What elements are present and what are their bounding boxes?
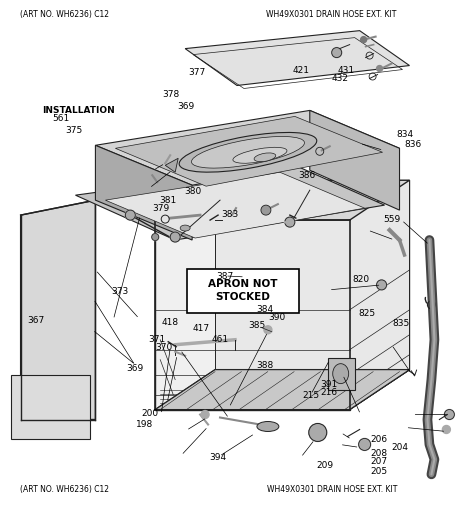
Text: 209: 209 (316, 462, 333, 471)
Circle shape (261, 205, 271, 215)
Circle shape (332, 47, 342, 58)
Polygon shape (95, 145, 192, 240)
Text: 208: 208 (370, 449, 387, 458)
Text: INSTALLATION: INSTALLATION (42, 106, 115, 115)
Circle shape (445, 410, 455, 420)
Ellipse shape (179, 132, 317, 172)
Text: 373: 373 (112, 287, 129, 296)
Polygon shape (11, 375, 91, 439)
Polygon shape (95, 111, 400, 185)
Ellipse shape (254, 153, 276, 162)
Circle shape (376, 280, 387, 290)
Polygon shape (155, 370, 410, 410)
Text: 371: 371 (148, 335, 165, 343)
Text: (ART NO. WH6236) C12: (ART NO. WH6236) C12 (20, 485, 109, 494)
Text: 384: 384 (256, 305, 273, 314)
Ellipse shape (191, 136, 304, 168)
Text: 825: 825 (358, 310, 375, 319)
Text: 370: 370 (155, 343, 173, 352)
Text: 432: 432 (331, 74, 348, 83)
Circle shape (201, 411, 209, 419)
Circle shape (125, 210, 135, 220)
Polygon shape (21, 200, 95, 420)
Text: 387: 387 (217, 272, 234, 281)
Text: 561: 561 (53, 114, 70, 123)
Text: 200: 200 (141, 409, 158, 418)
Text: 380: 380 (184, 187, 201, 196)
Ellipse shape (180, 225, 190, 231)
FancyBboxPatch shape (187, 269, 299, 313)
Text: 216: 216 (320, 388, 337, 397)
Circle shape (264, 326, 272, 334)
Text: 461: 461 (212, 335, 229, 343)
Text: 378: 378 (162, 90, 180, 99)
Polygon shape (185, 31, 410, 85)
Text: 369: 369 (177, 102, 195, 111)
Text: 381: 381 (159, 196, 176, 205)
Text: 215: 215 (302, 391, 320, 400)
Circle shape (359, 438, 371, 450)
Text: 417: 417 (193, 324, 210, 333)
Text: WH49X0301 DRAIN HOSE EXT. KIT: WH49X0301 DRAIN HOSE EXT. KIT (266, 485, 397, 494)
Text: 386: 386 (298, 171, 315, 180)
Text: 391: 391 (320, 380, 338, 389)
Text: 834: 834 (397, 130, 414, 139)
Circle shape (309, 424, 327, 441)
Circle shape (361, 37, 366, 42)
Polygon shape (215, 180, 410, 370)
Text: 383: 383 (221, 210, 238, 219)
Polygon shape (105, 172, 365, 238)
Text: WH49X0301 DRAIN HOSE EXT. KIT: WH49X0301 DRAIN HOSE EXT. KIT (266, 10, 397, 19)
Text: 390: 390 (269, 314, 286, 323)
Text: 206: 206 (370, 435, 387, 444)
Polygon shape (75, 165, 384, 240)
Text: 379: 379 (153, 204, 170, 213)
Text: 418: 418 (161, 318, 178, 327)
Circle shape (376, 66, 383, 72)
Polygon shape (328, 358, 355, 389)
Text: 375: 375 (65, 126, 82, 135)
Text: 836: 836 (404, 140, 421, 149)
Text: 388: 388 (257, 361, 274, 370)
Text: 559: 559 (383, 215, 400, 224)
Text: 207: 207 (370, 458, 387, 467)
Text: 198: 198 (136, 420, 154, 429)
Text: 205: 205 (370, 467, 387, 476)
Text: 820: 820 (352, 275, 369, 284)
Text: 369: 369 (127, 364, 144, 373)
Text: 394: 394 (210, 453, 227, 463)
Text: 431: 431 (337, 66, 354, 75)
Polygon shape (155, 220, 350, 410)
Circle shape (152, 233, 159, 240)
Text: 835: 835 (393, 319, 410, 328)
Text: 367: 367 (27, 317, 45, 326)
Circle shape (442, 426, 450, 433)
Polygon shape (115, 116, 383, 186)
Circle shape (285, 217, 295, 227)
Polygon shape (310, 111, 400, 210)
Text: (ART NO. WH6236) C12: (ART NO. WH6236) C12 (20, 10, 109, 19)
Polygon shape (155, 180, 410, 220)
Ellipse shape (233, 147, 287, 163)
Ellipse shape (257, 422, 279, 431)
Polygon shape (350, 180, 410, 410)
Text: 421: 421 (293, 66, 310, 75)
Text: 377: 377 (188, 68, 205, 77)
Ellipse shape (333, 364, 349, 384)
Circle shape (170, 232, 180, 242)
Polygon shape (155, 370, 410, 410)
Text: 385: 385 (249, 321, 266, 329)
Text: APRON NOT
STOCKED: APRON NOT STOCKED (208, 279, 278, 302)
Text: 204: 204 (392, 443, 409, 452)
Polygon shape (165, 158, 178, 172)
